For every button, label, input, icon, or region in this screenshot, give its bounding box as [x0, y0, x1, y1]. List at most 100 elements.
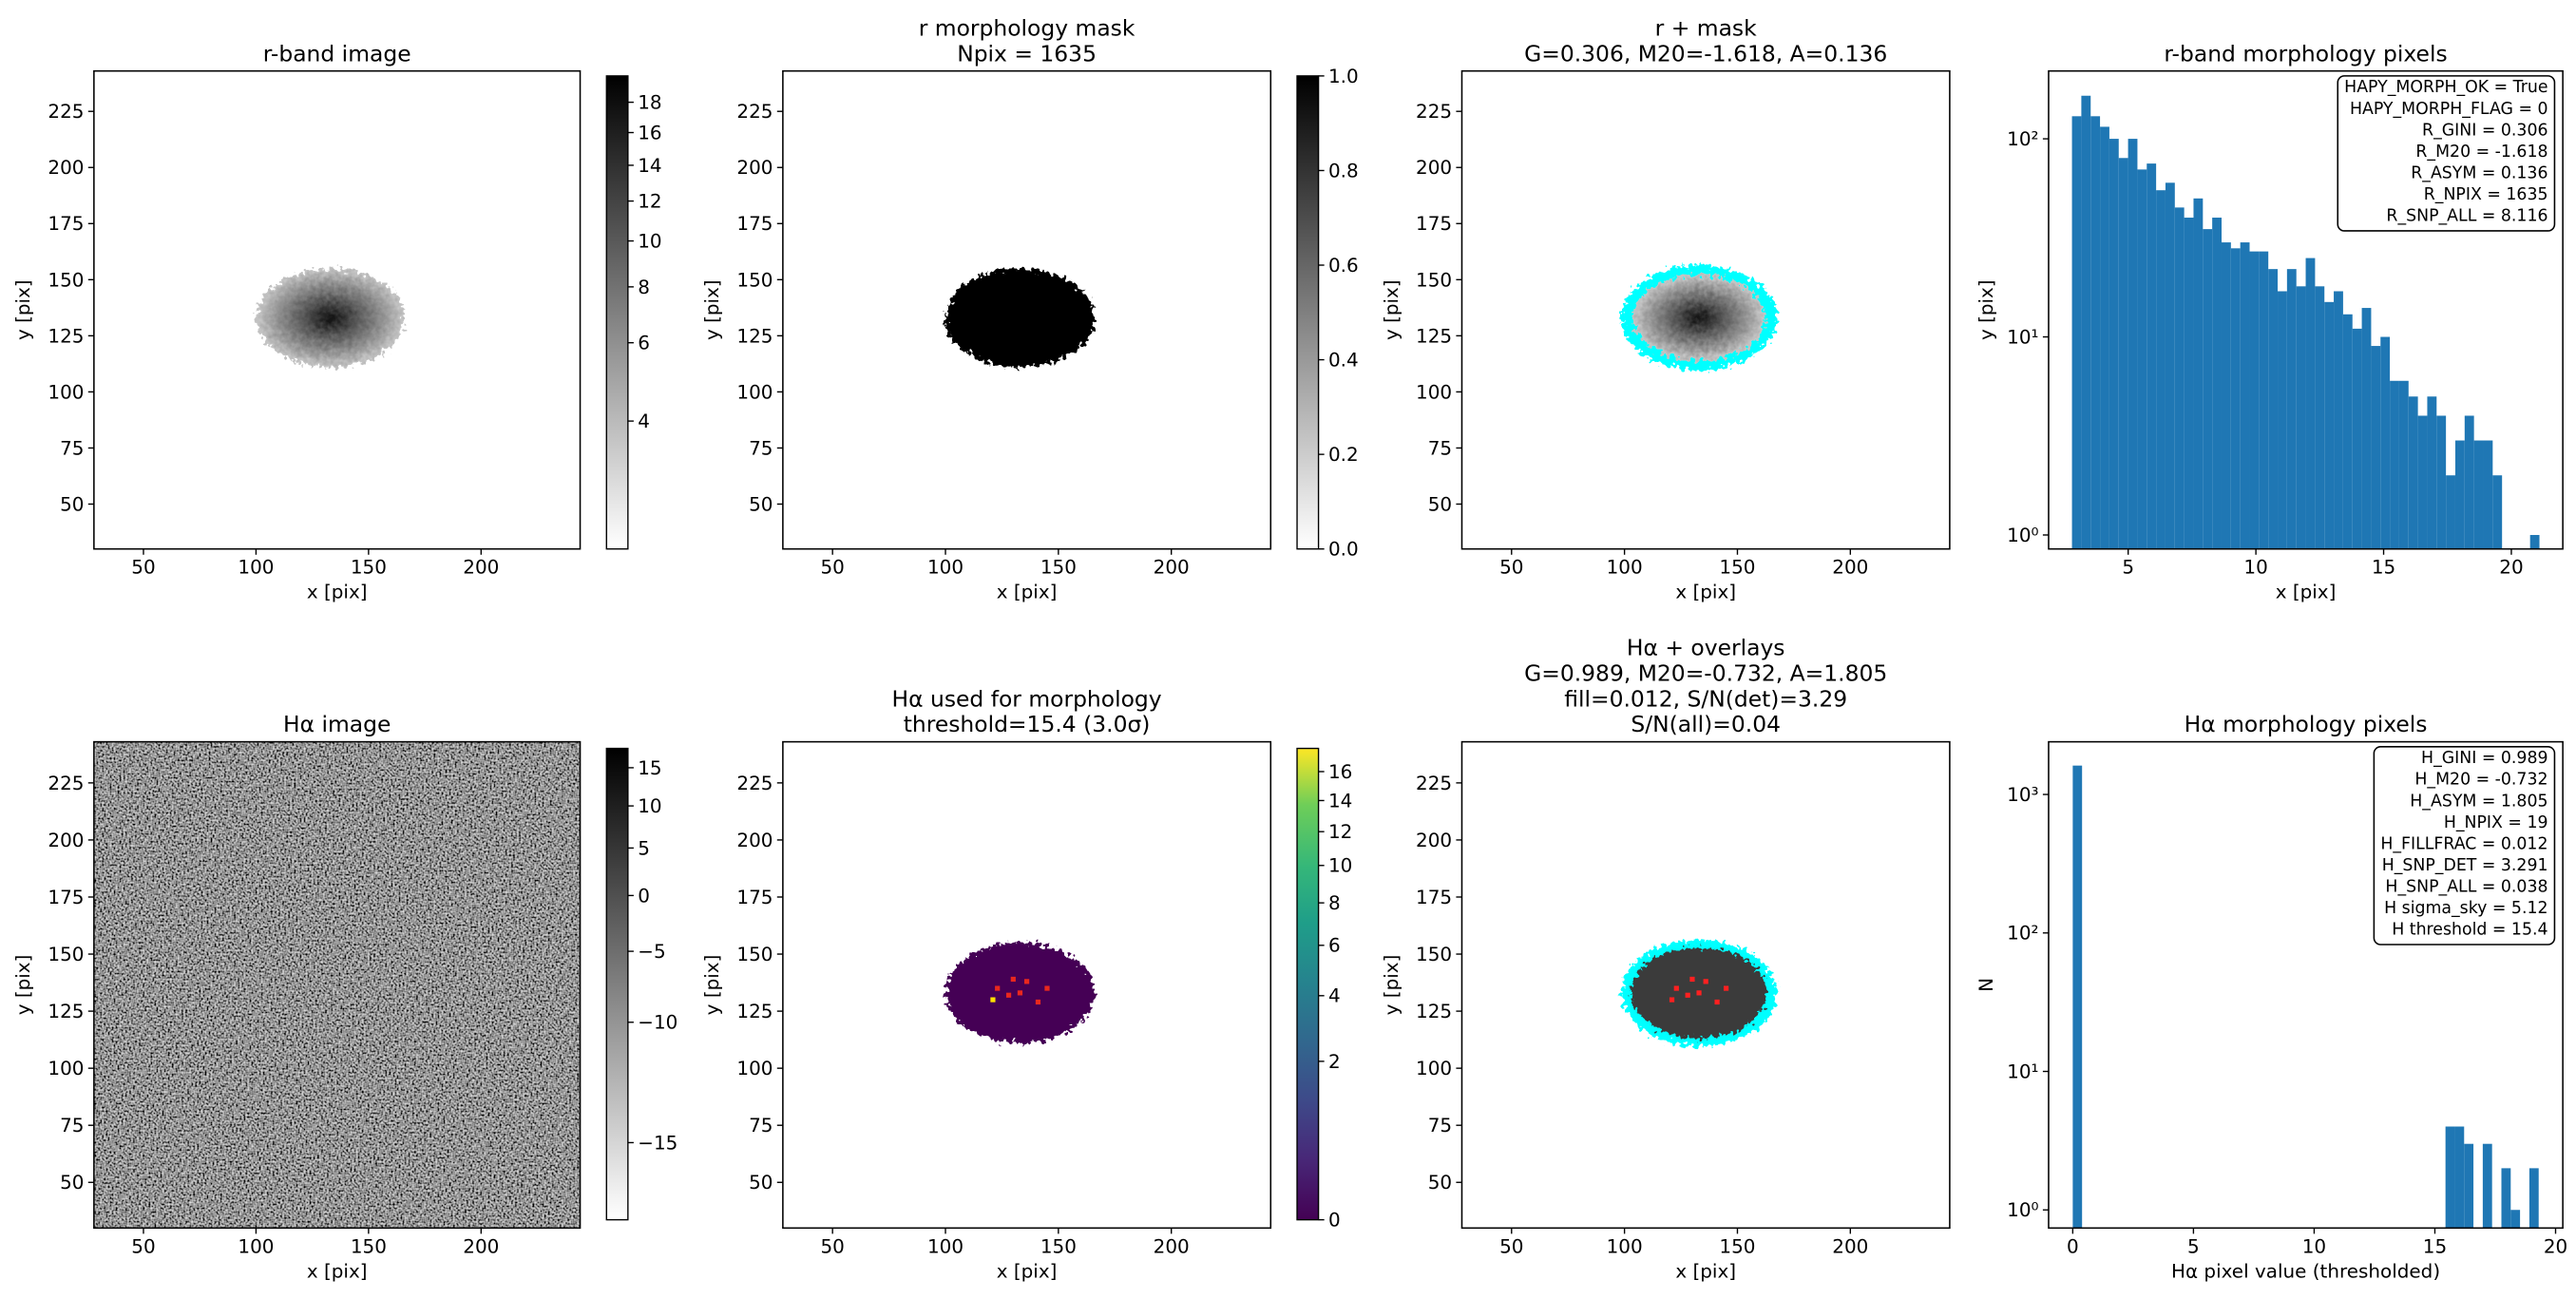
x-tick-label: 200 [463, 556, 499, 579]
x-tick-label: 5 [2187, 1234, 2200, 1257]
panel-title: Hα used for morphology [892, 685, 1162, 712]
colorbar-tick-label: 0.0 [1328, 538, 1359, 561]
hist-bar [2473, 440, 2484, 549]
axes-frame [782, 740, 1272, 1230]
panel: 50 100 150 200 50 75 100 125 150 175 200 225 x [pix]… [1380, 635, 1951, 1282]
panel-title: fill=0.012, S/N(det)=3.29 [1564, 685, 1847, 712]
y-tick-label: 125 [736, 1000, 773, 1022]
hist-bar [2436, 415, 2447, 549]
hist-bar [2482, 1143, 2492, 1229]
colorbar-tick-label: 1.0 [1328, 65, 1359, 87]
hot-pixel [1703, 979, 1708, 984]
y-tick-label: 175 [48, 886, 84, 908]
hist-bar [2371, 346, 2381, 549]
y-tick-label: 50 [749, 1171, 773, 1194]
y-tick-label: 50 [60, 492, 84, 515]
y-tick-label: 100 [48, 380, 84, 403]
axes-frame [2048, 69, 2564, 550]
plot-area [1461, 70, 1950, 549]
x-tick-label: 15 [2423, 1234, 2447, 1257]
hot-pixel [1023, 979, 1030, 984]
hot-pixel [995, 985, 1001, 991]
plot-area [93, 70, 581, 549]
panel-title: S/N(all)=0.04 [1631, 711, 1781, 737]
stats-line: H sigma_sky = 5.12 [2384, 899, 2547, 918]
colorbar-tick-label: 14 [638, 154, 661, 177]
y-axis-label: y [pix] [700, 955, 723, 1016]
hist-bar [2380, 336, 2391, 549]
stats-line: H_GINI = 0.989 [2421, 749, 2547, 768]
colorbar-tick-label: −15 [638, 1131, 677, 1154]
axes-frame [93, 740, 582, 1230]
colorbar-tick-label: 8 [1328, 891, 1341, 914]
colorbar-tick-label: 16 [638, 121, 661, 143]
hist-bar [2230, 248, 2241, 549]
hist-bar [2212, 218, 2222, 549]
x-tick-label: 50 [820, 556, 844, 579]
hist-bar [2352, 328, 2362, 549]
y-tick-label: 150 [1416, 268, 1452, 291]
y-tick-label: 10¹ [2007, 1060, 2038, 1082]
hist-bar [2137, 169, 2147, 549]
hot-pixel [1723, 985, 1729, 991]
axes-frame [782, 69, 1272, 550]
hist-bar [2342, 314, 2353, 549]
plot-area [1461, 741, 1950, 1229]
y-tick-label: 200 [736, 156, 773, 179]
axes-frame [2048, 740, 2564, 1230]
x-tick-label: 20 [2499, 556, 2523, 579]
panel: 50 100 150 200 50 75 100 125 150 175 200 225 x [pix]… [1380, 14, 1951, 603]
panel-title: r-band morphology pixels [2164, 40, 2447, 67]
colorbar-tick-label: 8 [638, 276, 650, 298]
y-axis-label: N [1975, 978, 1997, 992]
y-tick-label: 100 [736, 380, 773, 403]
stats-box-frame [2373, 746, 2556, 946]
colorbar-tick-label: 12 [638, 190, 661, 213]
hist-bar [2334, 291, 2343, 549]
y-tick-label: 225 [736, 100, 773, 123]
hot-pixel [1696, 990, 1702, 996]
colorbar-tick-label: 10 [638, 230, 661, 253]
y-tick-label: 10⁰ [2007, 524, 2038, 546]
x-tick-label: 100 [1607, 1234, 1643, 1257]
hist-bar [2286, 269, 2297, 549]
y-tick-label: 75 [60, 436, 84, 459]
hist-bar [2249, 251, 2260, 549]
hist-bar [2240, 242, 2250, 549]
colorbar [1296, 747, 1320, 1221]
colorbar [1296, 75, 1320, 550]
hist-bar [2128, 139, 2138, 549]
hist-bar [2156, 190, 2166, 549]
y-tick-label: 200 [1416, 156, 1452, 179]
y-tick-label: 225 [736, 772, 773, 794]
hist-bar [2174, 207, 2185, 549]
y-tick-label: 75 [1428, 436, 1452, 459]
hot-pixel [1044, 985, 1050, 991]
y-axis-label: y [pix] [1380, 955, 1402, 1016]
galaxy [256, 268, 405, 368]
hot-pixel [1669, 997, 1675, 1003]
x-tick-label: 150 [1040, 1234, 1077, 1257]
hist-bar [2445, 1126, 2455, 1229]
hist-bar [2118, 158, 2128, 549]
y-tick-label: 125 [48, 324, 84, 347]
y-tick-label: 200 [1416, 829, 1452, 851]
panel-title: Hα morphology pixels [2185, 711, 2428, 737]
colorbar-tick-label: −5 [638, 940, 665, 963]
x-tick-label: 100 [927, 556, 964, 579]
panel: 50 100 150 200 50 75 100 125 150 175 200 225 x [pix]… [11, 40, 661, 602]
y-tick-label: 100 [1416, 380, 1452, 403]
plot-area [782, 70, 1271, 549]
panel-title: threshold=15.4 (3.0σ) [904, 711, 1151, 737]
colorbar [605, 75, 629, 550]
y-tick-label: 175 [736, 886, 773, 908]
hot-pixel [990, 997, 996, 1003]
axes-frame [1460, 69, 1951, 550]
plot-area [93, 741, 581, 1229]
hist-bar [2147, 163, 2157, 549]
y-tick-label: 225 [1416, 772, 1452, 794]
panel-title: G=0.306, M20=-1.618, A=0.136 [1524, 40, 1887, 67]
y-tick-label: 50 [60, 1171, 84, 1194]
hist-bar [2305, 258, 2316, 549]
y-tick-label: 75 [749, 1114, 773, 1137]
